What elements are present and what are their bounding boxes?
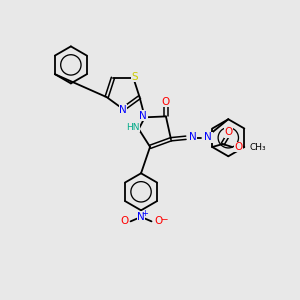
Text: −: − [160, 214, 167, 223]
Text: O: O [234, 142, 243, 152]
Text: N: N [189, 132, 196, 142]
Text: O: O [225, 127, 233, 137]
Text: N: N [137, 212, 145, 222]
Text: O: O [120, 216, 128, 226]
Text: O: O [154, 216, 162, 226]
Text: CH₃: CH₃ [249, 142, 266, 152]
Text: HN: HN [127, 123, 140, 132]
Text: N: N [204, 132, 212, 142]
Text: S: S [131, 72, 138, 82]
Text: N: N [140, 111, 147, 121]
Text: N: N [119, 105, 127, 115]
Text: +: + [141, 208, 148, 217]
Text: O: O [162, 97, 170, 107]
